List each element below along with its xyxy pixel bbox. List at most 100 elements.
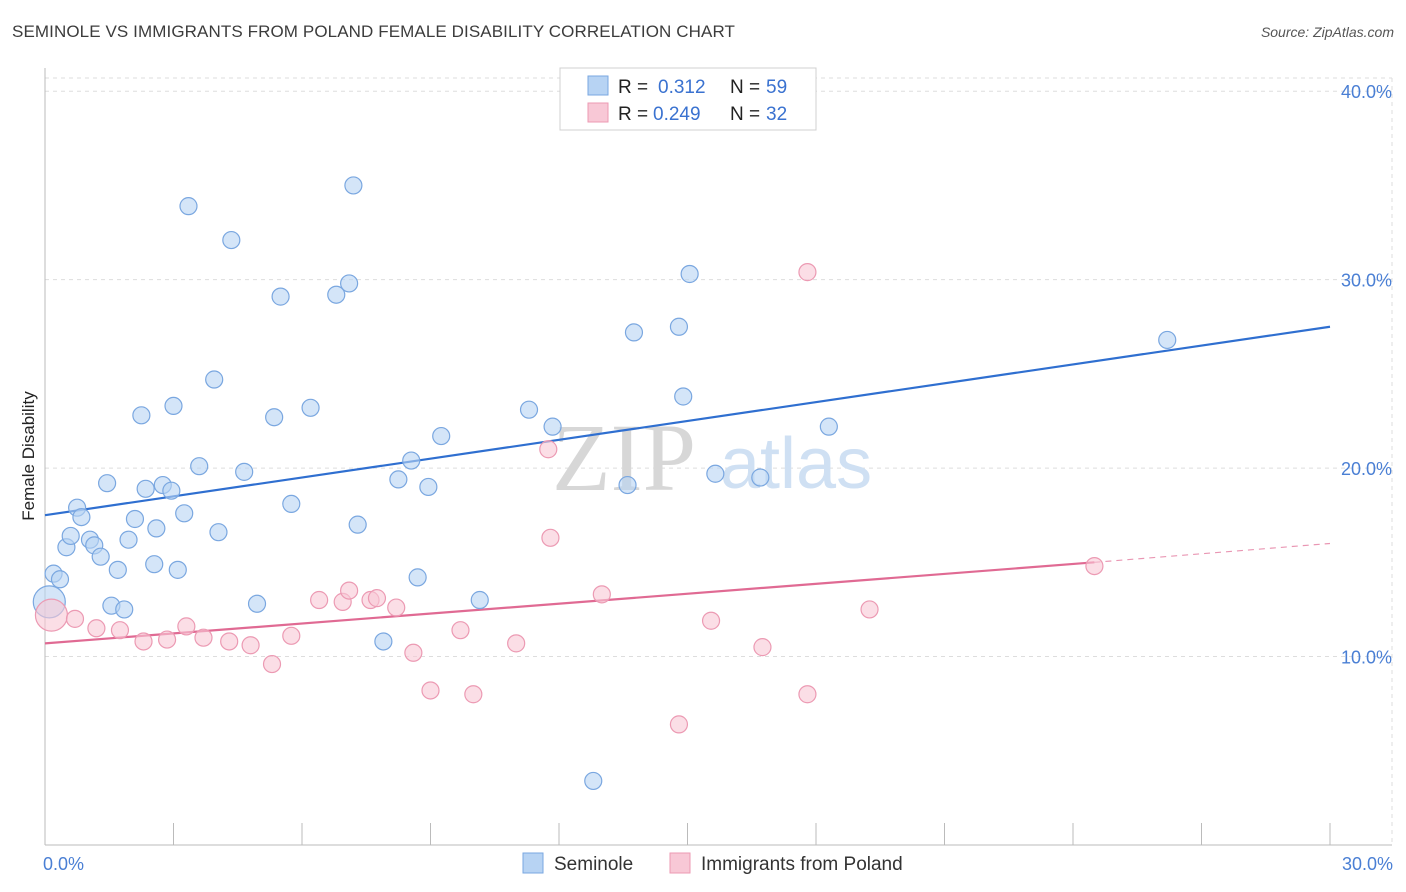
point-seminole-21: [162, 481, 181, 500]
point-poland-1: [65, 609, 85, 628]
point-poland-3: [110, 621, 130, 640]
point-seminole-49: [584, 771, 603, 791]
point-poland-32: [1085, 556, 1104, 576]
point-seminole-40: [374, 632, 393, 651]
legend-r-value-2: 0.249: [653, 104, 701, 125]
point-seminole-58: [1158, 330, 1177, 350]
point-poland-12: [310, 590, 329, 610]
data-points: [32, 176, 1177, 791]
point-poland-8: [220, 632, 239, 651]
point-poland-10: [262, 654, 282, 674]
y-axis-label: Female Disability: [19, 391, 38, 521]
bottom-legend-seminole: Seminole: [554, 854, 633, 875]
stats-legend: R = 0.312 N = 59 R = 0.249 N = 32: [559, 67, 817, 131]
point-seminole-12: [108, 560, 127, 579]
point-seminole-43: [408, 568, 427, 587]
point-poland-28: [753, 638, 772, 657]
point-seminole-16: [132, 406, 151, 425]
legend-r-label-1: R =: [618, 77, 648, 98]
y-tick-label-0: 10.0%: [1341, 648, 1392, 668]
point-poland-6: [177, 617, 196, 636]
point-seminole-32: [265, 408, 284, 427]
point-seminole-18: [145, 555, 164, 574]
x-tick-labels: 0.0% 30.0%: [43, 854, 1393, 874]
trend-line-poland: [44, 561, 1095, 645]
point-seminole-36: [327, 285, 346, 304]
gridlines: [45, 77, 1393, 845]
legend-n-value-2: 32: [766, 104, 787, 125]
point-seminole-4: [61, 526, 80, 546]
point-seminole-34: [282, 494, 301, 514]
point-seminole-51: [624, 323, 644, 342]
y-tick-label-3: 40.0%: [1341, 82, 1392, 102]
point-seminole-56: [751, 468, 770, 487]
point-poland-7: [194, 628, 213, 647]
point-poland-17: [387, 598, 406, 617]
point-poland-25: [592, 585, 611, 604]
trend-line-seminole: [44, 325, 1331, 517]
point-seminole-37: [340, 274, 359, 293]
legend-n-label-1: N =: [730, 77, 760, 98]
point-poland-0: [34, 598, 69, 632]
point-poland-29: [798, 685, 817, 704]
point-poland-2: [87, 619, 106, 638]
source-label: Source: ZipAtlas.com: [1260, 24, 1394, 40]
bottom-legend-poland: Immigrants from Poland: [701, 854, 903, 875]
point-poland-26: [669, 715, 689, 734]
axes: [44, 68, 1392, 846]
point-seminole-35: [301, 398, 320, 417]
point-poland-16: [367, 589, 387, 608]
point-seminole-38: [344, 176, 363, 195]
x-tick-label-1: 30.0%: [1342, 854, 1393, 874]
point-poland-14: [340, 581, 359, 600]
point-seminole-41: [389, 470, 408, 489]
point-seminole-19: [147, 519, 166, 538]
point-poland-20: [451, 621, 470, 640]
point-seminole-9: [91, 547, 110, 566]
series-legend: Seminole Immigrants from Poland: [522, 852, 903, 875]
x-tick-label-0: 0.0%: [43, 854, 84, 874]
point-seminole-54: [680, 264, 699, 284]
point-seminole-53: [674, 387, 693, 406]
point-poland-9: [241, 636, 260, 655]
point-seminole-26: [190, 457, 209, 476]
point-poland-4: [134, 632, 153, 651]
point-seminole-33: [271, 287, 290, 306]
legend-n-label-2: N =: [730, 104, 760, 125]
point-seminole-17: [136, 479, 155, 498]
point-seminole-25: [179, 197, 198, 216]
watermark-atlas: atlas: [720, 424, 872, 504]
point-poland-24: [541, 528, 560, 547]
chart-title: SEMINOLE VS IMMIGRANTS FROM POLAND FEMAL…: [12, 22, 736, 41]
point-seminole-6: [72, 507, 91, 527]
point-poland-5: [157, 630, 177, 649]
point-seminole-31: [247, 594, 267, 613]
point-seminole-50: [618, 475, 637, 495]
point-seminole-10: [98, 474, 117, 493]
point-seminole-55: [706, 464, 725, 483]
point-poland-22: [507, 634, 526, 653]
legend-r-value-1: 0.312: [658, 77, 706, 98]
point-seminole-29: [222, 230, 241, 250]
legend-swatch-seminole: [587, 75, 609, 96]
point-poland-11: [282, 626, 301, 645]
point-seminole-44: [419, 477, 438, 497]
y-tick-labels: 10.0% 20.0% 30.0% 40.0%: [1341, 82, 1392, 667]
point-poland-18: [404, 643, 423, 662]
point-seminole-24: [175, 504, 194, 523]
point-poland-27: [701, 611, 721, 630]
point-poland-30: [798, 263, 817, 282]
point-seminole-42: [402, 451, 421, 470]
watermark-zip: ZIP: [552, 404, 696, 511]
point-seminole-30: [235, 462, 254, 481]
point-seminole-45: [432, 426, 451, 446]
trend-line-poland-extension: [1094, 542, 1331, 563]
point-seminole-27: [205, 370, 224, 389]
point-poland-31: [860, 600, 879, 619]
point-seminole-23: [168, 560, 187, 579]
point-seminole-39: [348, 515, 367, 534]
point-seminole-47: [519, 400, 539, 419]
legend-r-label-2: R =: [618, 104, 648, 125]
point-seminole-48: [543, 417, 562, 436]
